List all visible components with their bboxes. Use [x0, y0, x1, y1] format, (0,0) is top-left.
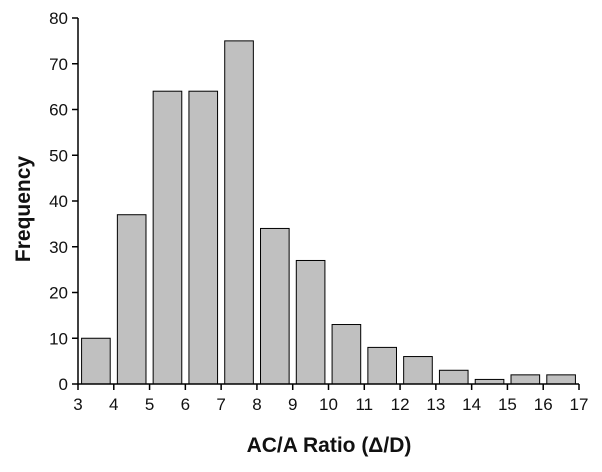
x-tick-label-5: 5: [145, 395, 154, 414]
y-tick-label-40: 40: [49, 192, 68, 211]
bar-13-14: [438, 369, 469, 385]
x-ticks: 3 4 5 6 7 8 9 10 11 12 13 14 15 16 17: [73, 384, 588, 414]
bar-10-11: [331, 324, 362, 385]
y-tick-label-80: 80: [49, 9, 68, 28]
x-tick-label-15: 15: [498, 395, 517, 414]
y-tick-label-60: 60: [49, 101, 68, 120]
bar-11-12: [367, 346, 397, 385]
bar-4-5: [116, 214, 147, 385]
bar-8-9: [260, 227, 290, 385]
bar-12-13: [403, 356, 433, 385]
x-tick-label-4: 4: [109, 395, 118, 414]
bar-3-4: [81, 337, 111, 385]
y-ticks: 0 10 20 30 40 50 60 70 80: [49, 9, 78, 394]
x-tick-label-3: 3: [73, 395, 82, 414]
y-tick-label-50: 50: [49, 146, 68, 165]
y-axis-title: Frequency: [12, 156, 35, 263]
bar-5-6: [152, 90, 183, 385]
x-tick-label-16: 16: [534, 395, 553, 414]
y-tick-label-0: 0: [59, 375, 68, 394]
x-tick-label-11: 11: [355, 395, 373, 414]
x-tick-label-10: 10: [319, 395, 338, 414]
x-tick-label-14: 14: [462, 395, 481, 414]
y-tick-label-20: 20: [49, 284, 68, 303]
x-tick-label-12: 12: [391, 395, 410, 414]
y-tick-label-30: 30: [49, 238, 68, 257]
bar-15-16: [510, 374, 541, 385]
x-tick-label-8: 8: [252, 395, 261, 414]
x-tick-label-9: 9: [288, 395, 297, 414]
x-tick-label-6: 6: [181, 395, 190, 414]
y-tick-label-10: 10: [49, 329, 68, 348]
x-tick-label-17: 17: [570, 395, 589, 414]
bar-9-10: [295, 259, 326, 385]
bar-group: [81, 40, 576, 385]
x-axis-title: AC/A Ratio (Δ/D): [247, 434, 412, 457]
bar-6-7: [188, 90, 219, 385]
y-tick-label-70: 70: [49, 55, 68, 74]
x-tick-label-13: 13: [426, 395, 445, 414]
x-tick-label-7: 7: [216, 395, 225, 414]
bar-16-17: [546, 374, 576, 385]
bar-7-8: [224, 40, 254, 385]
